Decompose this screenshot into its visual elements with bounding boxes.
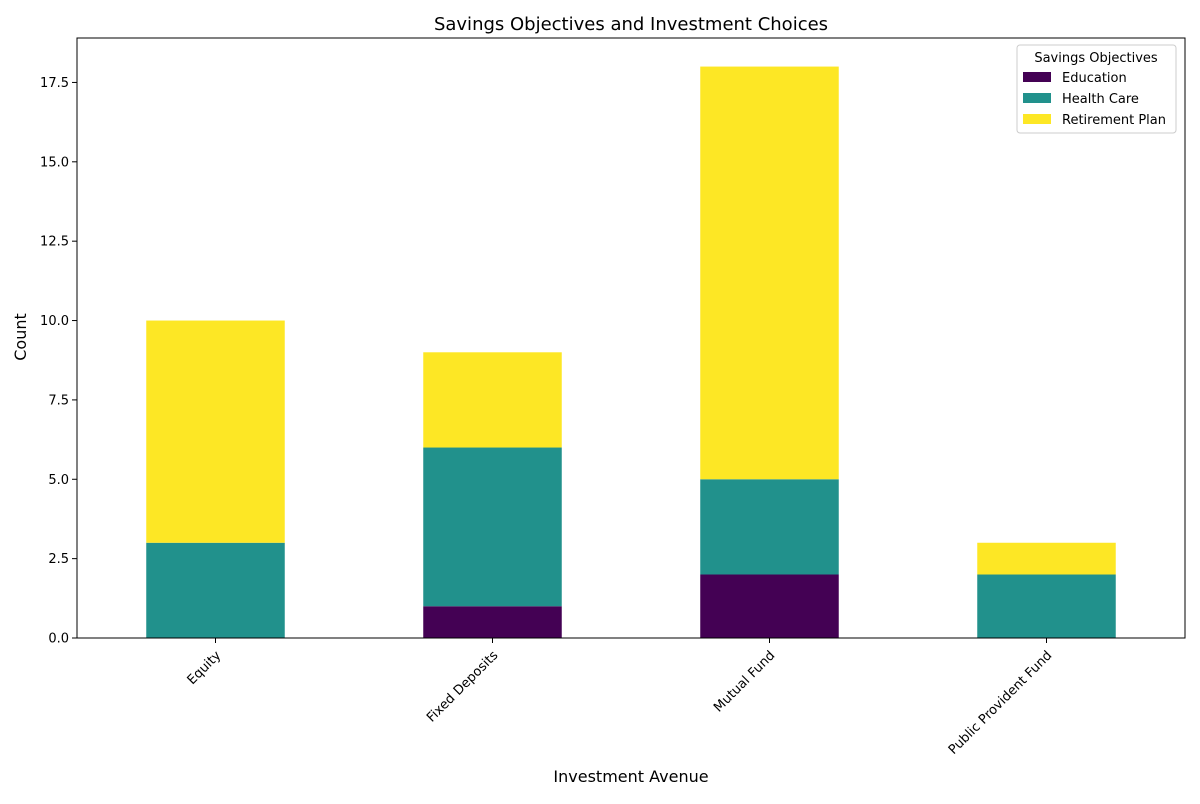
y-axis-label: Count: [11, 313, 30, 361]
bar-retirement-plan-mutual-fund: [700, 66, 839, 480]
legend-title: Savings Objectives: [1034, 51, 1158, 66]
bar-retirement-plan-public-provident-fund: [977, 542, 1116, 575]
x-tick-label: Public Provident Fund: [946, 648, 1055, 757]
y-tick-label: 7.5: [48, 393, 69, 408]
legend-swatch: [1023, 72, 1051, 82]
legend-swatch: [1023, 93, 1051, 103]
bar-health-care-public-provident-fund: [977, 574, 1116, 638]
legend-swatch: [1023, 114, 1051, 124]
y-tick-label: 15.0: [40, 155, 69, 170]
axes-frame: [76, 37, 1186, 639]
x-tick-label: Mutual Fund: [711, 648, 778, 715]
x-axis-label: Investment Avenue: [553, 767, 708, 786]
x-tick-label: Fixed Deposits: [424, 648, 501, 725]
y-tick-label: 0.0: [48, 632, 69, 647]
plot-area: [76, 37, 1186, 639]
bar-health-care-mutual-fund: [700, 479, 839, 575]
bar-education-mutual-fund: [700, 574, 839, 638]
legend-label: Education: [1062, 71, 1127, 86]
y-tick-label: 5.0: [48, 473, 69, 488]
bar-health-care-fixed-deposits: [423, 447, 562, 607]
y-axis: 0.0 2.5 5.0 7.5 10.0 12.5 15.0 17.5: [40, 76, 77, 647]
y-tick-label: 12.5: [40, 235, 69, 250]
chart-title: Savings Objectives and Investment Choice…: [434, 14, 828, 35]
legend-label: Health Care: [1062, 92, 1139, 107]
legend-label: Retirement Plan: [1062, 113, 1166, 128]
bar-retirement-plan-equity: [146, 320, 285, 543]
x-tick-label: Equity: [185, 648, 225, 688]
legend: Savings Objectives Education Health Care R…: [1016, 44, 1177, 134]
legend-frame: [1016, 44, 1177, 134]
x-axis: Equity Fixed Deposits Mutual Fund Public Pr…: [185, 638, 1055, 758]
y-tick-label: 2.5: [48, 552, 69, 567]
bar-retirement-plan-fixed-deposits: [423, 352, 562, 448]
bar-health-care-equity: [146, 542, 285, 638]
y-tick-label: 17.5: [40, 76, 69, 91]
bar-education-fixed-deposits: [423, 606, 562, 638]
y-tick-label: 10.0: [40, 314, 69, 329]
